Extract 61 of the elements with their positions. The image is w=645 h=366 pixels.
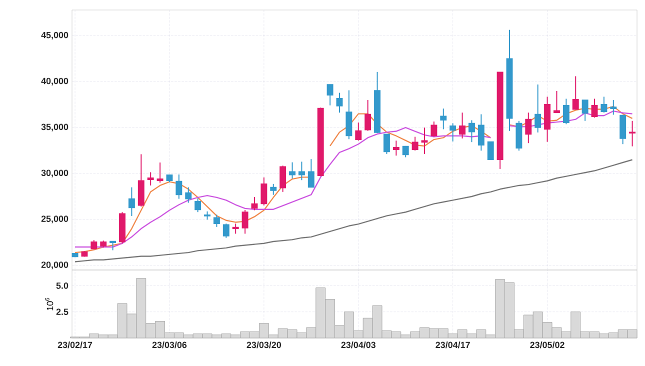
candlestick bbox=[383, 134, 390, 154]
candlestick bbox=[392, 140, 400, 156]
candlestick bbox=[412, 136, 418, 152]
candlestick bbox=[156, 162, 164, 184]
candlestick bbox=[450, 122, 456, 142]
candlestick bbox=[270, 183, 277, 196]
x-tick-label: 23/03/06 bbox=[152, 342, 187, 348]
y-tick-label: 2.5 bbox=[56, 308, 68, 316]
candlestick bbox=[629, 120, 636, 147]
candlestick bbox=[289, 162, 296, 179]
candlestick bbox=[298, 161, 305, 181]
candlestick bbox=[326, 84, 334, 106]
candlestick bbox=[440, 108, 447, 130]
x-tick-label: 23/02/17 bbox=[58, 342, 92, 348]
y-axis-title: 10$^{6}$ bbox=[45, 298, 54, 310]
candlestick bbox=[242, 210, 248, 234]
candlestick bbox=[90, 240, 98, 250]
candlestick bbox=[553, 90, 560, 114]
candlestick bbox=[478, 114, 484, 152]
candlestick bbox=[487, 141, 494, 160]
x-tick-label: 23/04/17 bbox=[436, 342, 470, 348]
y-tick-label: 20,000 bbox=[41, 262, 68, 270]
candlestick bbox=[222, 223, 230, 238]
candlestick bbox=[421, 127, 428, 154]
y-tick-label: 35,000 bbox=[41, 124, 68, 132]
candlestick bbox=[355, 122, 362, 142]
y-tick-label: 25,000 bbox=[41, 216, 68, 224]
candlestick bbox=[620, 114, 626, 145]
candlestick bbox=[600, 96, 608, 114]
candlestick bbox=[336, 92, 343, 114]
candlestick bbox=[430, 121, 438, 138]
x-tick-label: 23/04/03 bbox=[341, 342, 376, 348]
candlestick bbox=[610, 100, 617, 116]
candlestick bbox=[213, 214, 220, 228]
candlestick bbox=[572, 76, 579, 110]
candlestick bbox=[308, 158, 314, 188]
candlestick bbox=[110, 240, 116, 251]
y-tick-label: 30,000 bbox=[41, 170, 68, 178]
candlestick bbox=[251, 196, 258, 211]
candlestick bbox=[260, 176, 268, 206]
candlestick bbox=[468, 120, 475, 143]
candlestick bbox=[364, 100, 372, 132]
candlestick bbox=[562, 98, 570, 125]
candlestick bbox=[459, 112, 466, 139]
candlestick bbox=[176, 174, 182, 200]
y-tick-label: 45,000 bbox=[41, 32, 68, 40]
candlestick bbox=[185, 186, 192, 204]
candlestick bbox=[194, 198, 202, 213]
candlestick bbox=[232, 223, 239, 234]
candlestick bbox=[534, 84, 542, 133]
candlestick bbox=[346, 90, 352, 140]
candlestick bbox=[591, 98, 598, 118]
candlestick bbox=[128, 186, 135, 216]
candlestick bbox=[147, 172, 154, 186]
candlestick bbox=[280, 165, 286, 192]
x-tick-label: 23/03/20 bbox=[246, 342, 282, 348]
candlestick bbox=[525, 112, 532, 144]
x-tick-label: 23/05/02 bbox=[530, 342, 564, 348]
candlestick bbox=[582, 100, 588, 122]
y-tick-label: 40,000 bbox=[41, 78, 68, 86]
y-tick-label: 5.0 bbox=[56, 282, 68, 289]
